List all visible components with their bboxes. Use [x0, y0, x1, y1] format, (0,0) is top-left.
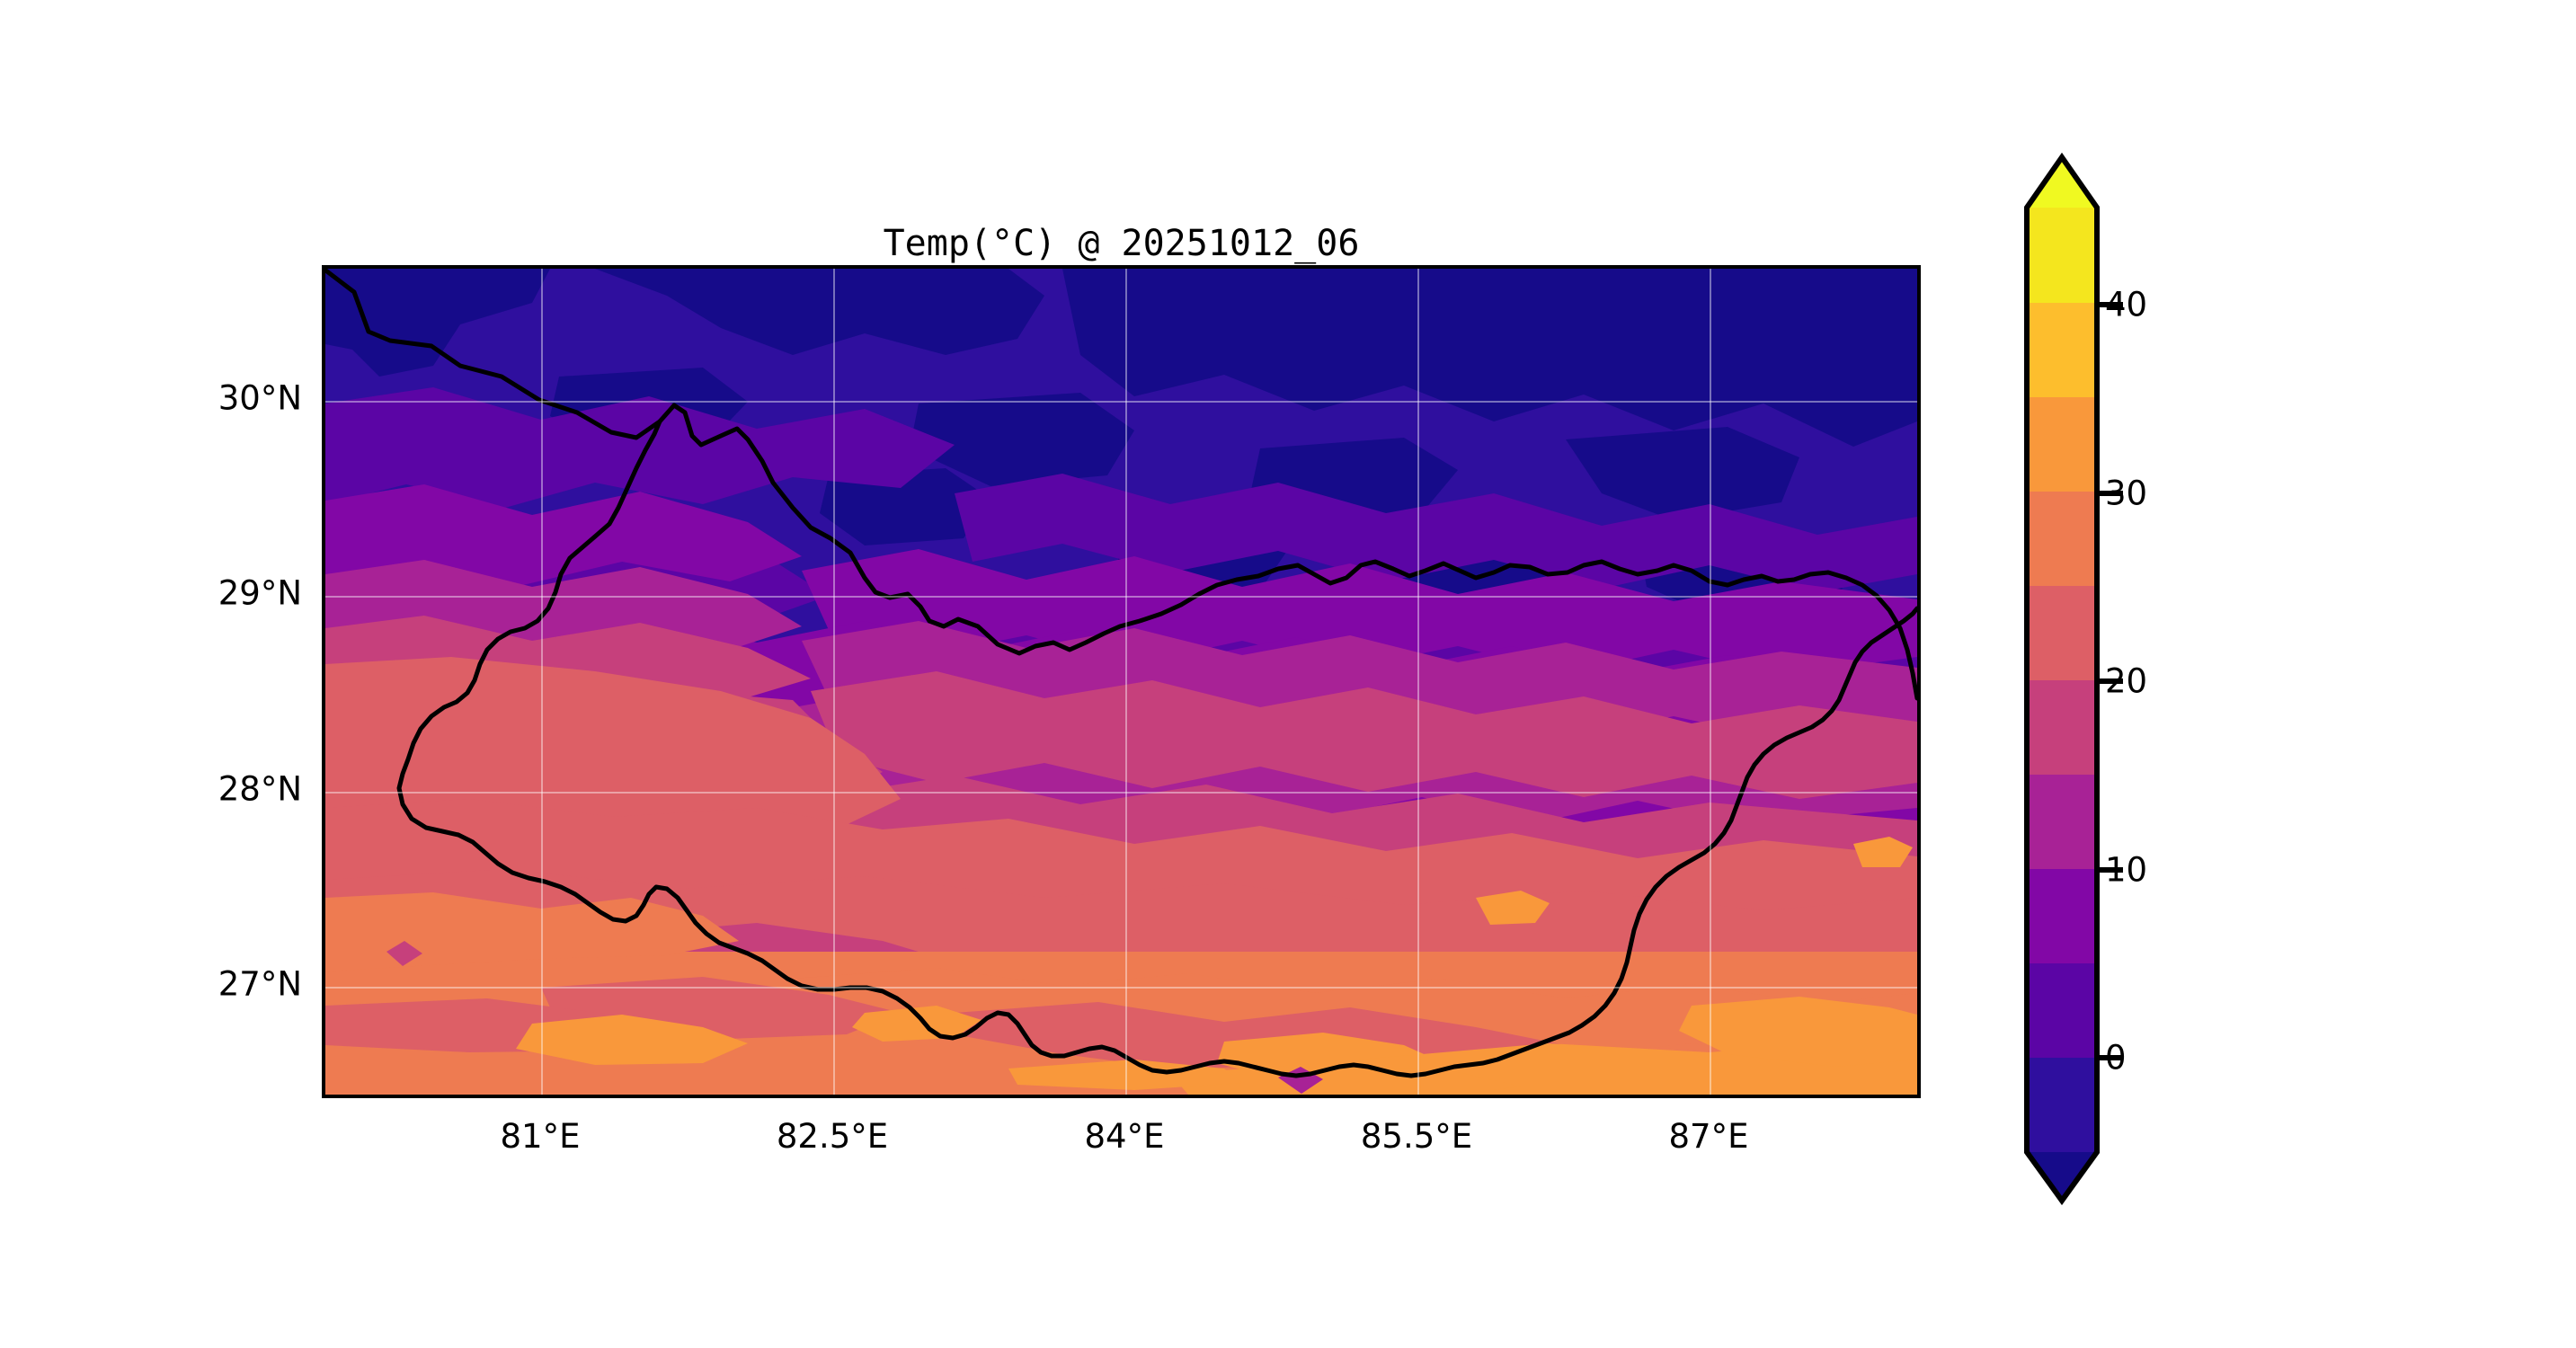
ytick-label-29n: 29°N	[218, 573, 302, 613]
colorbar-tick-label-30: 30	[2105, 474, 2148, 513]
colorbar-tick-label-10: 10	[2105, 850, 2148, 890]
nepal-border-path	[325, 269, 1917, 701]
map-axes	[322, 265, 1921, 1098]
colorbar-ticks	[2097, 302, 2123, 1060]
colorbar-outline	[2024, 152, 2100, 1206]
contour-bands	[325, 269, 1917, 1095]
xtick-label-82-5e: 82.5°E	[776, 1117, 889, 1156]
chart-title-line-1: Temp(°C) @ 20251012_06	[883, 222, 1360, 264]
temperature-contour-svg	[325, 269, 1917, 1095]
colorbar-tick-label-20: 20	[2105, 661, 2148, 701]
colorbar-svg	[2024, 152, 2123, 1206]
colorbar-tick-label-0: 0	[2105, 1038, 2127, 1078]
ytick-label-27n: 27°N	[218, 964, 302, 1004]
xtick-label-87e: 87°E	[1668, 1117, 1749, 1156]
nepal-border-south-west	[396, 419, 1917, 1078]
ytick-label-30n: 30°N	[218, 378, 302, 418]
map-contour-area	[325, 269, 1917, 1095]
colorbar: 40 30 20 10 0	[2024, 152, 2177, 1206]
xtick-label-85-5e: 85.5°E	[1360, 1117, 1473, 1156]
colorbar-tick-label-40: 40	[2105, 285, 2148, 324]
ytick-label-28n: 28°N	[218, 769, 302, 809]
colorbar-bands	[2027, 157, 2097, 1201]
xtick-label-81e: 81°E	[500, 1117, 581, 1156]
xtick-label-84e: 84°E	[1084, 1117, 1165, 1156]
